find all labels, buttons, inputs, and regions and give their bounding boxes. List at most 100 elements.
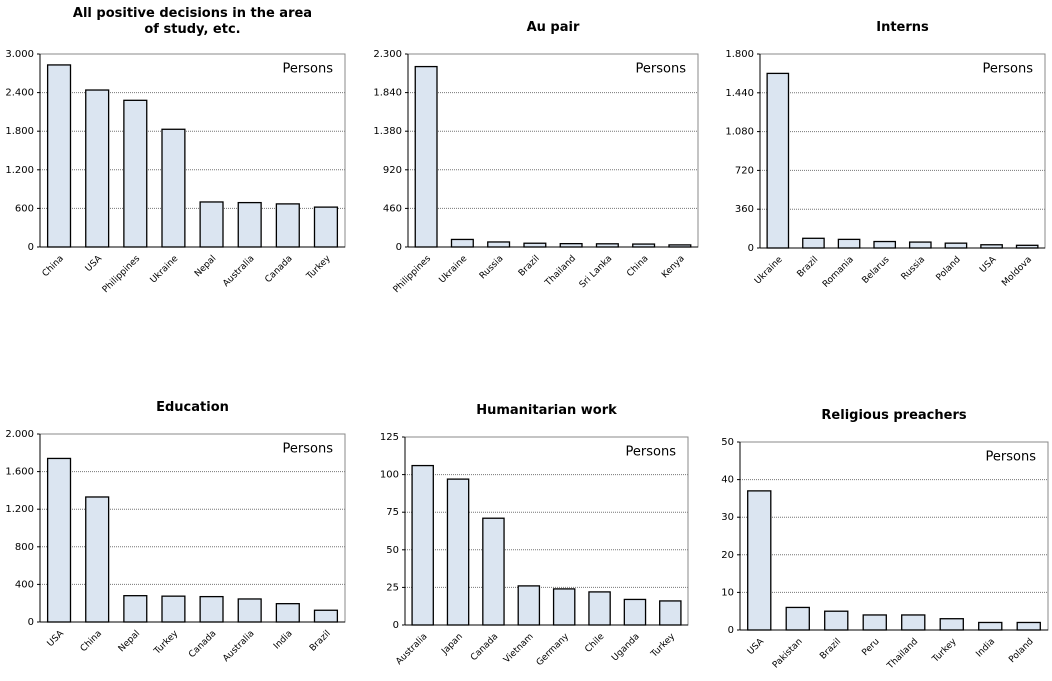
y-tick-label: 2.400	[5, 88, 34, 99]
plot-frame	[739, 441, 1049, 631]
bar	[199, 595, 224, 623]
bar	[275, 603, 300, 623]
x-tick-label: Sri Lanka	[578, 254, 614, 290]
x-tick-label: Belarus	[861, 255, 892, 286]
bar	[901, 614, 926, 631]
chart-title: Interns	[876, 20, 929, 35]
x-tick-label: Turkey	[304, 253, 333, 282]
x-tick-label: Philippines	[392, 254, 434, 296]
x-tick-label: USA	[84, 253, 105, 274]
y-tick-label: 10	[721, 587, 734, 598]
y-tick-label: 360	[735, 204, 754, 215]
y-tick-label: 0	[728, 625, 734, 636]
x-tick-label: USA	[746, 636, 767, 657]
x-tick-label: Brazil	[517, 254, 542, 279]
x-tick-label: Vietnam	[502, 632, 536, 666]
plot-frame	[759, 53, 1046, 249]
x-tick-label: Russia	[900, 255, 928, 283]
x-tick-label: Brazil	[818, 637, 843, 662]
bar	[313, 609, 339, 623]
y-tick-label: 1.600	[5, 467, 34, 478]
bar	[123, 99, 148, 248]
bar	[623, 598, 647, 626]
y-tick-label: 50	[721, 437, 734, 448]
bar	[659, 600, 682, 626]
bar	[161, 128, 186, 248]
y-tick-label: 125	[380, 432, 399, 443]
bar	[837, 238, 861, 249]
bar	[908, 241, 932, 249]
x-tick-label: USA	[978, 254, 999, 275]
chart-title: Humanitarian work	[476, 403, 617, 418]
y-tick-label: 0	[28, 617, 34, 628]
x-tick-label: Poland	[935, 255, 963, 283]
y-tick-label: 100	[380, 470, 399, 481]
y-tick-label: 50	[386, 545, 399, 556]
bar	[85, 496, 110, 623]
bar	[123, 595, 148, 623]
bar	[487, 241, 511, 248]
y-tick-label: 720	[735, 165, 754, 176]
bar	[766, 72, 790, 249]
bar	[446, 478, 470, 626]
y-tick-label: 600	[15, 203, 34, 214]
x-tick-label: Canada	[469, 632, 500, 663]
y-tick-label: 1.380	[373, 126, 402, 137]
x-tick-label: Poland	[1007, 637, 1035, 665]
chart-title: Au pair	[526, 20, 580, 35]
chart-title: Religious preachers	[821, 408, 967, 423]
y-tick-label: 3.000	[5, 49, 34, 60]
x-tick-label: Australia	[221, 254, 256, 289]
y-tick-label: 2.000	[5, 429, 34, 440]
bar	[552, 588, 576, 626]
x-tick-label: Thailand	[885, 637, 920, 672]
y-tick-label: 1.440	[725, 88, 754, 99]
x-tick-label: Philippines	[101, 254, 143, 296]
x-tick-label: Brazil	[795, 255, 820, 280]
bar	[237, 201, 262, 248]
bar	[595, 243, 619, 248]
chart-title: Education	[156, 400, 229, 415]
x-tick-label: Chile	[583, 631, 606, 654]
bar	[313, 206, 339, 248]
x-tick-label: Germany	[535, 631, 572, 668]
x-tick-label: Nepal	[193, 254, 218, 279]
bar	[824, 610, 849, 631]
annotation: Persons	[626, 445, 677, 460]
bar	[980, 244, 1003, 249]
x-tick-label: Peru	[860, 637, 881, 658]
bar	[873, 240, 897, 249]
y-tick-label: 800	[15, 542, 34, 553]
bar	[161, 595, 186, 623]
bar	[632, 243, 656, 248]
y-tick-label: 0	[393, 620, 399, 631]
x-tick-label: China	[79, 629, 104, 654]
bar	[668, 244, 692, 248]
y-tick-label: 1.800	[5, 126, 34, 137]
x-tick-label: Ukraine	[149, 253, 181, 285]
bar	[517, 585, 541, 626]
bar	[46, 457, 72, 623]
x-tick-label: Thailand	[543, 254, 578, 289]
x-tick-label: China	[41, 254, 66, 279]
y-tick-label: 0	[748, 243, 754, 254]
y-tick-label: 1.800	[725, 49, 754, 60]
bar	[785, 606, 810, 631]
y-tick-label: 1.080	[725, 127, 754, 138]
y-tick-label: 460	[383, 203, 402, 214]
y-tick-label: 0	[28, 242, 34, 253]
y-tick-label: 25	[386, 582, 399, 593]
x-tick-label: Russia	[478, 254, 506, 282]
y-tick-label: 30	[721, 512, 734, 523]
x-tick-label: Turkey	[152, 628, 181, 657]
chart-title: All positive decisions in the area of st…	[72, 6, 313, 37]
bar	[275, 203, 300, 248]
x-tick-label: India	[272, 629, 295, 652]
x-tick-label: Australia	[394, 632, 429, 667]
bar	[450, 238, 474, 248]
x-tick-label: India	[974, 637, 997, 660]
y-tick-label: 1.200	[5, 504, 34, 515]
y-tick-label: 75	[386, 507, 399, 518]
